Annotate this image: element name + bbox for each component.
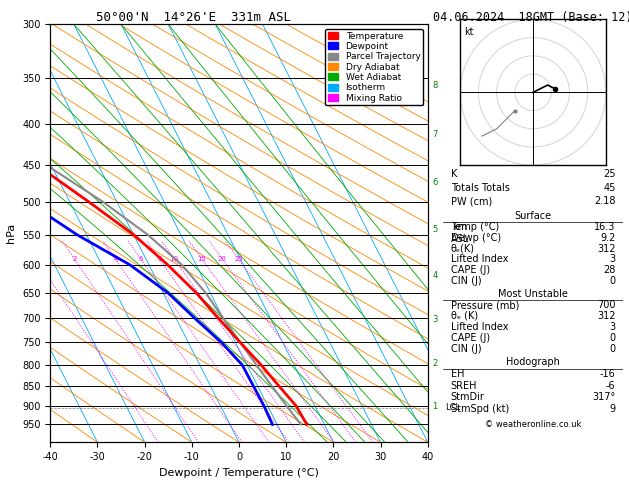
Text: CIN (J): CIN (J) [450, 344, 481, 354]
Text: 50°00'N  14°26'E  331m ASL: 50°00'N 14°26'E 331m ASL [96, 11, 291, 23]
Y-axis label: hPa: hPa [6, 223, 16, 243]
Text: kt: kt [464, 27, 474, 37]
Text: 3: 3 [610, 322, 616, 332]
Text: StmSpd (kt): StmSpd (kt) [450, 404, 509, 414]
Text: Pressure (mb): Pressure (mb) [450, 300, 519, 310]
Text: 8: 8 [157, 256, 162, 262]
Text: Hodograph: Hodograph [506, 357, 560, 367]
Text: 4: 4 [113, 256, 118, 262]
Text: 45: 45 [603, 183, 616, 192]
Y-axis label: km
ASL: km ASL [451, 223, 469, 244]
Text: 2: 2 [72, 256, 77, 262]
Text: 0: 0 [610, 344, 616, 354]
Text: 10: 10 [170, 256, 179, 262]
Text: Lifted Index: Lifted Index [450, 254, 508, 264]
Text: 04.06.2024  18GMT (Base: 12): 04.06.2024 18GMT (Base: 12) [433, 11, 629, 23]
Text: -6: -6 [606, 381, 616, 391]
Text: 3: 3 [610, 254, 616, 264]
Text: Temp (°C): Temp (°C) [450, 222, 499, 232]
Text: 700: 700 [597, 300, 616, 310]
Text: 9: 9 [610, 404, 616, 414]
Text: StmDir: StmDir [450, 393, 484, 402]
Text: 0: 0 [610, 333, 616, 343]
Text: 16.3: 16.3 [594, 222, 616, 232]
Text: Dewp (°C): Dewp (°C) [450, 233, 501, 243]
Text: Most Unstable: Most Unstable [498, 289, 568, 298]
Text: 15: 15 [198, 256, 206, 262]
Text: 312: 312 [597, 243, 616, 254]
Text: CIN (J): CIN (J) [450, 276, 481, 286]
Text: 312: 312 [597, 311, 616, 321]
Text: CAPE (J): CAPE (J) [450, 265, 490, 275]
Text: 20: 20 [218, 256, 227, 262]
Text: 9.2: 9.2 [600, 233, 616, 243]
Text: 317°: 317° [593, 393, 616, 402]
Text: 0: 0 [610, 276, 616, 286]
Text: θₑ(K): θₑ(K) [450, 243, 475, 254]
Text: Lifted Index: Lifted Index [450, 322, 508, 332]
Text: Surface: Surface [515, 211, 552, 221]
Text: 28: 28 [603, 265, 616, 275]
Text: CAPE (J): CAPE (J) [450, 333, 490, 343]
X-axis label: Dewpoint / Temperature (°C): Dewpoint / Temperature (°C) [159, 468, 319, 478]
Text: © weatheronline.co.uk: © weatheronline.co.uk [485, 419, 581, 429]
Text: 25: 25 [234, 256, 243, 262]
Text: K: K [450, 169, 457, 179]
Text: 2.18: 2.18 [594, 196, 616, 207]
Text: 6: 6 [138, 256, 143, 262]
Text: 25: 25 [603, 169, 616, 179]
Text: Totals Totals: Totals Totals [450, 183, 509, 192]
Legend: Temperature, Dewpoint, Parcel Trajectory, Dry Adiabat, Wet Adiabat, Isotherm, Mi: Temperature, Dewpoint, Parcel Trajectory… [325, 29, 423, 105]
Text: -16: -16 [600, 369, 616, 379]
Text: SREH: SREH [450, 381, 477, 391]
Text: PW (cm): PW (cm) [450, 196, 492, 207]
Text: θₑ (K): θₑ (K) [450, 311, 478, 321]
Text: EH: EH [450, 369, 464, 379]
Text: LCL: LCL [445, 403, 460, 412]
